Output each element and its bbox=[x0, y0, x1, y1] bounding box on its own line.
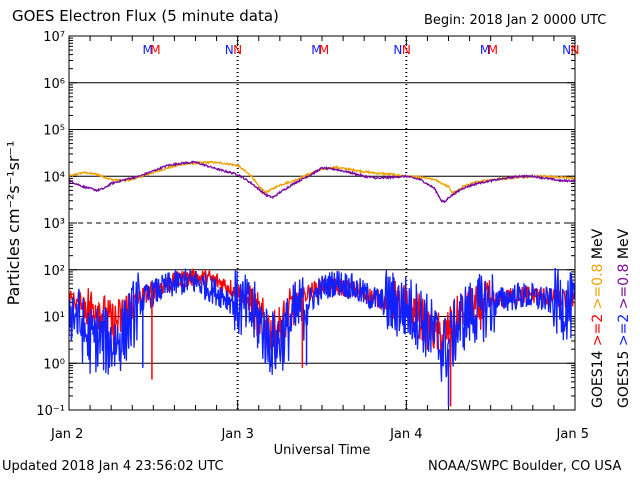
y-axis-label: Particles cm⁻²s⁻¹sr⁻¹ bbox=[4, 141, 23, 306]
updated-time: Updated 2018 Jan 4 23:56:02 UTC bbox=[2, 459, 224, 474]
legend-goes14-item: >=0.8 bbox=[590, 264, 606, 314]
legend-goes15-item: MeV bbox=[616, 228, 632, 263]
noon-marker-n: N bbox=[402, 43, 411, 57]
noon-marker-n: N bbox=[393, 43, 402, 57]
x-tick-label: Jan 3 bbox=[220, 427, 253, 442]
legend-goes14-item: >=2 bbox=[590, 314, 606, 351]
noon-marker-m: M bbox=[319, 43, 329, 57]
legend-goes14: GOES14 >=2 >=0.8 MeV bbox=[590, 228, 606, 408]
y-tick-label: 10³ bbox=[43, 217, 65, 232]
begin-time: Begin: 2018 Jan 2 0000 UTC bbox=[424, 13, 607, 28]
y-tick-label: 10⁵ bbox=[43, 124, 65, 139]
chart-title: GOES Electron Flux (5 minute data) bbox=[12, 7, 279, 25]
noon-marker-m: M bbox=[488, 43, 498, 57]
legend-goes15-item: >=0.8 bbox=[616, 264, 632, 314]
series-goes15-2-mev bbox=[69, 267, 575, 382]
noon-marker-n: N bbox=[562, 43, 571, 57]
series-goes15-0-8-mev bbox=[69, 160, 575, 204]
noon-marker-n: N bbox=[571, 43, 580, 57]
legend-goes15: GOES15 >=2 >=0.8 MeV bbox=[616, 228, 632, 408]
y-tick-label: 10⁰ bbox=[43, 357, 65, 372]
y-tick-label: 10⁷ bbox=[43, 30, 65, 45]
plot-frame bbox=[68, 35, 576, 411]
legend-goes14-item: GOES14 bbox=[590, 350, 606, 408]
y-tick-label: 10⁻¹ bbox=[36, 404, 65, 419]
series-goes14-0-8-mev bbox=[69, 160, 575, 195]
x-tick-label: Jan 4 bbox=[389, 427, 422, 442]
legend-goes15-item: >=2 bbox=[616, 314, 632, 351]
legend-goes14-item: MeV bbox=[590, 228, 606, 263]
legend-goes15-item: GOES15 bbox=[616, 351, 632, 408]
noon-marker-m: M bbox=[311, 43, 321, 57]
credit-text: NOAA/SWPC Boulder, CO USA bbox=[428, 459, 622, 474]
y-tick-label: 10² bbox=[43, 264, 65, 279]
noon-marker-n: N bbox=[233, 43, 242, 57]
noon-marker-m: M bbox=[150, 43, 160, 57]
y-tick-label: 10⁴ bbox=[43, 170, 65, 185]
y-tick-label: 10¹ bbox=[43, 311, 65, 326]
noon-marker-n: N bbox=[225, 43, 234, 57]
x-tick-label: Jan 2 bbox=[50, 427, 83, 442]
x-tick-label: Jan 5 bbox=[556, 427, 589, 442]
noon-marker-m: M bbox=[480, 43, 490, 57]
noon-marker-m: M bbox=[143, 43, 153, 57]
y-tick-label: 10⁶ bbox=[43, 77, 65, 92]
x-axis-label: Universal Time bbox=[274, 443, 371, 458]
